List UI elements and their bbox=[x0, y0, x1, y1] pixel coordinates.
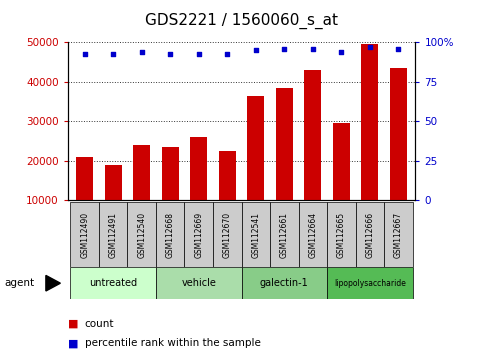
Text: galectin-1: galectin-1 bbox=[260, 278, 309, 288]
Text: GSM112668: GSM112668 bbox=[166, 212, 175, 257]
Point bbox=[109, 51, 117, 56]
FancyBboxPatch shape bbox=[156, 267, 242, 299]
Text: GSM112667: GSM112667 bbox=[394, 211, 403, 258]
Text: GSM112491: GSM112491 bbox=[109, 212, 118, 257]
Text: GSM112665: GSM112665 bbox=[337, 211, 346, 258]
FancyBboxPatch shape bbox=[71, 267, 156, 299]
Text: count: count bbox=[85, 319, 114, 329]
Bar bbox=[304, 70, 321, 239]
Text: GSM112666: GSM112666 bbox=[365, 211, 374, 258]
Text: ■: ■ bbox=[68, 338, 78, 348]
Bar bbox=[133, 145, 150, 239]
FancyBboxPatch shape bbox=[355, 202, 384, 267]
Polygon shape bbox=[46, 275, 60, 291]
Text: GSM112664: GSM112664 bbox=[308, 211, 317, 258]
Point bbox=[223, 51, 231, 56]
Point bbox=[338, 49, 345, 55]
FancyBboxPatch shape bbox=[270, 202, 298, 267]
FancyBboxPatch shape bbox=[242, 267, 327, 299]
FancyBboxPatch shape bbox=[384, 202, 412, 267]
Text: GSM112669: GSM112669 bbox=[194, 211, 203, 258]
FancyBboxPatch shape bbox=[128, 202, 156, 267]
FancyBboxPatch shape bbox=[185, 202, 213, 267]
Point bbox=[252, 47, 260, 53]
Bar bbox=[162, 147, 179, 239]
FancyBboxPatch shape bbox=[298, 202, 327, 267]
Text: vehicle: vehicle bbox=[181, 278, 216, 288]
Text: agent: agent bbox=[5, 278, 35, 288]
Point bbox=[366, 44, 374, 50]
Bar bbox=[105, 165, 122, 239]
FancyBboxPatch shape bbox=[327, 267, 412, 299]
Bar bbox=[390, 68, 407, 239]
FancyBboxPatch shape bbox=[71, 202, 99, 267]
Text: lipopolysaccharide: lipopolysaccharide bbox=[334, 279, 406, 288]
Point bbox=[395, 46, 402, 52]
Text: ■: ■ bbox=[68, 319, 78, 329]
Text: GSM112490: GSM112490 bbox=[80, 211, 89, 258]
Bar bbox=[361, 45, 378, 239]
Text: untreated: untreated bbox=[89, 278, 137, 288]
Text: GSM112541: GSM112541 bbox=[251, 212, 260, 257]
Bar bbox=[247, 96, 264, 239]
Point bbox=[81, 51, 88, 56]
Text: GSM112670: GSM112670 bbox=[223, 211, 232, 258]
Bar bbox=[76, 157, 93, 239]
Point bbox=[138, 49, 145, 55]
FancyBboxPatch shape bbox=[213, 202, 242, 267]
FancyBboxPatch shape bbox=[156, 202, 185, 267]
Text: GSM112661: GSM112661 bbox=[280, 212, 289, 257]
Text: GDS2221 / 1560060_s_at: GDS2221 / 1560060_s_at bbox=[145, 12, 338, 29]
FancyBboxPatch shape bbox=[242, 202, 270, 267]
Bar bbox=[276, 88, 293, 239]
FancyBboxPatch shape bbox=[99, 202, 128, 267]
Bar bbox=[333, 123, 350, 239]
Text: GSM112540: GSM112540 bbox=[137, 211, 146, 258]
Point bbox=[281, 46, 288, 52]
Bar bbox=[219, 151, 236, 239]
Point bbox=[195, 51, 202, 56]
Point bbox=[309, 46, 317, 52]
Text: percentile rank within the sample: percentile rank within the sample bbox=[85, 338, 260, 348]
Bar bbox=[190, 137, 207, 239]
FancyBboxPatch shape bbox=[327, 202, 355, 267]
Point bbox=[166, 51, 174, 56]
